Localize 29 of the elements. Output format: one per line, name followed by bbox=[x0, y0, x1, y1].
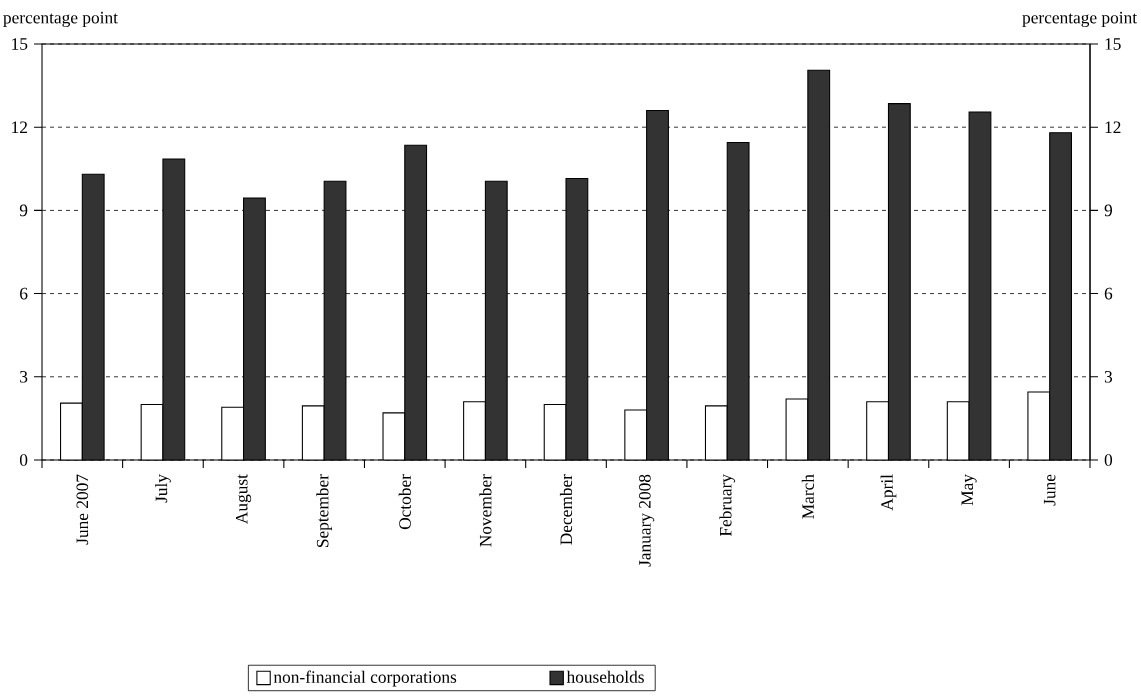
y-tick-label: 12 bbox=[12, 121, 28, 133]
y2-tick-label: 12 bbox=[1105, 121, 1121, 133]
x-tick-label: June 2007 bbox=[76, 474, 89, 545]
x-tick-label: June bbox=[1043, 474, 1056, 506]
x-tick-label: August bbox=[235, 474, 252, 524]
legend-label: non-financial corporations bbox=[273, 670, 457, 687]
x-tick-label: July bbox=[155, 474, 171, 503]
x-tick-label: October bbox=[398, 474, 411, 530]
legend-label: households bbox=[566, 670, 644, 683]
y-axis-title: percentage point bbox=[3, 11, 118, 28]
y2-axis-title: percentage point bbox=[1022, 11, 1137, 28]
y-tick-label: 9 bbox=[19, 204, 28, 217]
y-tick-label: 6 bbox=[20, 287, 28, 300]
y2-tick-label: 6 bbox=[1104, 287, 1113, 300]
y-tick-label: 15 bbox=[12, 38, 28, 50]
x-tick-label: September bbox=[316, 474, 333, 547]
y-tick-label: 3 bbox=[20, 370, 28, 383]
y-tick-label: 0 bbox=[19, 454, 28, 466]
y2-tick-label: 9 bbox=[1104, 204, 1113, 217]
y2-tick-label: 3 bbox=[1104, 370, 1113, 383]
x-tick-label: May bbox=[961, 474, 977, 506]
x-tick-label: November bbox=[479, 474, 492, 547]
x-tick-label: December bbox=[559, 474, 573, 545]
x-tick-label: March bbox=[801, 474, 814, 519]
y2-tick-label: 15 bbox=[1105, 38, 1121, 50]
x-tick-label: January 2008 bbox=[638, 474, 655, 567]
y2-tick-label: 0 bbox=[1104, 454, 1113, 466]
x-tick-label: February bbox=[719, 474, 736, 537]
x-tick-label: April bbox=[880, 474, 897, 511]
